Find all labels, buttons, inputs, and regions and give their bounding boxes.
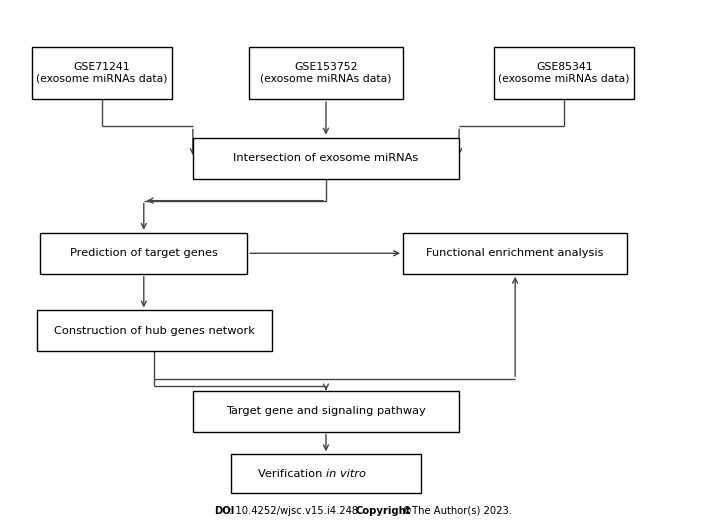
Text: GSE71241
(exosome miRNAs data): GSE71241 (exosome miRNAs data) (36, 62, 167, 84)
Text: GSE85341
(exosome miRNAs data): GSE85341 (exosome miRNAs data) (498, 62, 630, 84)
Text: Target gene and signaling pathway: Target gene and signaling pathway (226, 406, 426, 416)
Text: Prediction of target genes: Prediction of target genes (70, 248, 218, 258)
Text: Functional enrichment analysis: Functional enrichment analysis (426, 248, 604, 258)
Bar (249, 46, 403, 99)
Bar (494, 46, 634, 99)
Text: Verification: Verification (258, 469, 326, 479)
Text: in vitro: in vitro (326, 469, 366, 479)
Text: DOI: DOI (214, 506, 235, 516)
Bar (193, 390, 459, 432)
Text: Construction of hub genes network: Construction of hub genes network (54, 326, 255, 336)
Bar (37, 311, 272, 351)
Bar (31, 46, 172, 99)
Text: GSE153752
(exosome miRNAs data): GSE153752 (exosome miRNAs data) (260, 62, 392, 84)
Bar (403, 233, 627, 274)
Text: Copyright: Copyright (355, 506, 410, 516)
Bar (232, 454, 420, 493)
Bar (193, 137, 459, 179)
Bar (41, 233, 247, 274)
Text: ©The Author(s) 2023.: ©The Author(s) 2023. (399, 506, 512, 516)
Text: Intersection of exosome miRNAs: Intersection of exosome miRNAs (233, 153, 418, 163)
Text: : 10.4252/wjsc.v15.i4.248: : 10.4252/wjsc.v15.i4.248 (229, 506, 361, 516)
